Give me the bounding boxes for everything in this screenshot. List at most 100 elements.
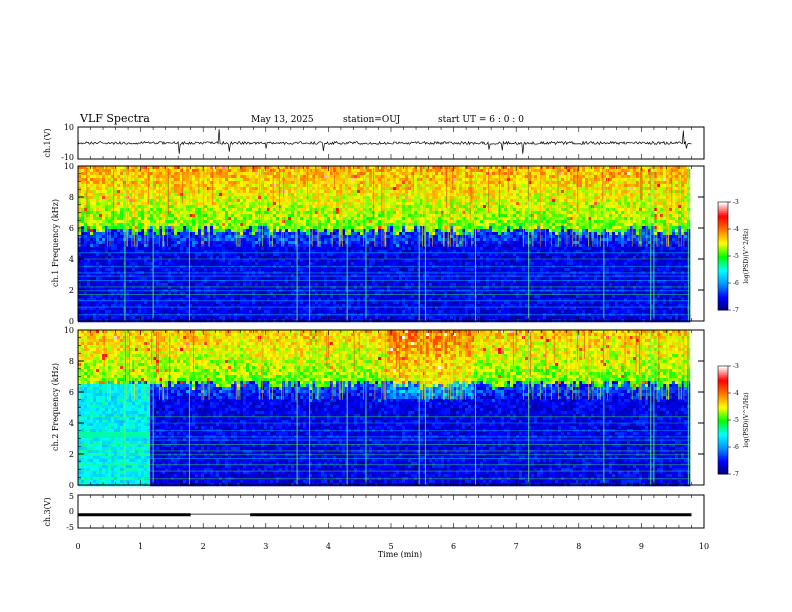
spectrogram-cell	[216, 205, 220, 209]
spectrogram-cell	[273, 178, 277, 182]
spectrogram-cell	[252, 178, 256, 182]
spectrogram-cell	[294, 298, 298, 302]
spectrogram-cell	[222, 274, 226, 278]
spectrogram-cell	[120, 286, 124, 290]
spectrogram-cell	[132, 295, 136, 299]
spectrogram-cell	[240, 235, 244, 239]
spectrogram-cell	[270, 301, 274, 305]
spectrogram-cell	[234, 211, 238, 215]
spectrogram-cell	[174, 169, 178, 173]
spectrogram-cell	[324, 238, 328, 242]
spectrogram-cell	[351, 166, 355, 170]
spectrogram-cell	[195, 244, 199, 248]
spectrogram-cell	[216, 250, 220, 254]
spectrogram-cell	[333, 199, 337, 203]
spectrogram-cell	[96, 235, 100, 239]
spectrogram-cell	[231, 286, 235, 290]
spectrogram-cell	[249, 271, 253, 275]
spectrogram-cell	[339, 235, 343, 239]
spectrogram-cell	[201, 220, 205, 224]
spectrogram-cell	[252, 298, 256, 302]
spectrogram-cell	[210, 223, 214, 227]
spectrogram-cell	[168, 220, 172, 224]
spectrogram-cell	[192, 292, 196, 296]
spectrogram-cell	[192, 277, 196, 281]
spectrogram-cell	[339, 169, 343, 173]
spectrogram-cell	[156, 280, 160, 284]
spectrogram-cell	[279, 166, 283, 170]
spectrogram-cell	[318, 247, 322, 251]
ch1-spectrogram-image	[78, 166, 692, 323]
spectrogram-cell	[288, 184, 292, 188]
spectrogram-cell	[102, 250, 106, 254]
spectrogram-cell	[195, 298, 199, 302]
spectrogram-cell	[288, 181, 292, 185]
spectrogram-cell	[102, 202, 106, 206]
spectrogram-cell	[189, 286, 193, 290]
spectrogram-cell	[312, 271, 316, 275]
spectrogram-cell	[117, 223, 121, 227]
spectrogram-cell	[180, 295, 184, 299]
spectrogram-cell	[240, 238, 244, 242]
spectrogram-cell	[348, 226, 352, 230]
spectrogram-cell	[207, 205, 211, 209]
spectrogram-cell	[219, 175, 223, 179]
spectrogram-cell	[201, 178, 205, 182]
spectrogram-cell	[315, 217, 319, 221]
spectrogram-cell	[354, 193, 358, 197]
spectrogram-cell	[276, 295, 280, 299]
spectrogram-cell	[234, 250, 238, 254]
spectrogram-cell	[192, 184, 196, 188]
spectrogram-cell	[297, 205, 301, 209]
spectrogram-cell	[243, 280, 247, 284]
spectrogram-cell	[153, 316, 157, 320]
spectrogram-cell	[84, 211, 88, 215]
spectrogram-cell	[156, 256, 160, 260]
spectrogram-cell	[354, 304, 358, 308]
spectrogram-cell	[342, 166, 346, 170]
spectrogram-cell	[219, 181, 223, 185]
spectrogram-cell	[147, 166, 151, 170]
spectrogram-cell	[87, 259, 91, 263]
spectrogram-cell	[279, 172, 283, 176]
spectrogram-cell	[180, 181, 184, 185]
spectrogram-cell	[324, 310, 328, 314]
spectrogram-cell	[210, 181, 214, 185]
spectrogram-cell	[243, 211, 247, 215]
spectrogram-cell	[291, 262, 295, 266]
spectrogram-cell	[249, 172, 253, 176]
spectrogram-cell	[279, 301, 283, 305]
spectrogram-cell	[288, 178, 292, 182]
spectrogram-cell	[105, 184, 109, 188]
spectrogram-cell	[282, 217, 286, 221]
spectrogram-cell	[225, 166, 229, 170]
spectrogram-cell	[171, 229, 175, 233]
spectrogram-cell	[282, 232, 286, 236]
spectrogram-cell	[183, 307, 187, 311]
spectrogram-cell	[297, 190, 301, 194]
spectrogram-cell	[147, 283, 151, 287]
spectrogram-cell	[246, 274, 250, 278]
spectrogram-cell	[183, 175, 187, 179]
spectrogram-cell	[129, 229, 133, 233]
spectrogram-cell	[198, 184, 202, 188]
spectrogram-cell	[342, 172, 346, 176]
spectrogram-cell	[111, 187, 115, 191]
spectrogram-cell	[234, 244, 238, 248]
spectrogram-cell	[207, 178, 211, 182]
spectrogram-cell	[300, 274, 304, 278]
spectrogram-cell	[183, 271, 187, 275]
spectrogram-cell	[120, 202, 124, 206]
spectrogram-cell	[201, 172, 205, 176]
spectrogram-cell	[216, 295, 220, 299]
spectrogram-cell	[261, 283, 265, 287]
spectrogram-cell	[216, 175, 220, 179]
spectrogram-cell	[354, 247, 358, 251]
spectrogram-cell	[336, 271, 340, 275]
spectrogram-cell	[138, 220, 142, 224]
spectrogram-cell	[129, 214, 133, 218]
spectrogram-cell	[249, 244, 253, 248]
spectrogram-cell	[210, 238, 214, 242]
spectrogram-cell	[156, 208, 160, 212]
spectrogram-cell	[279, 196, 283, 200]
